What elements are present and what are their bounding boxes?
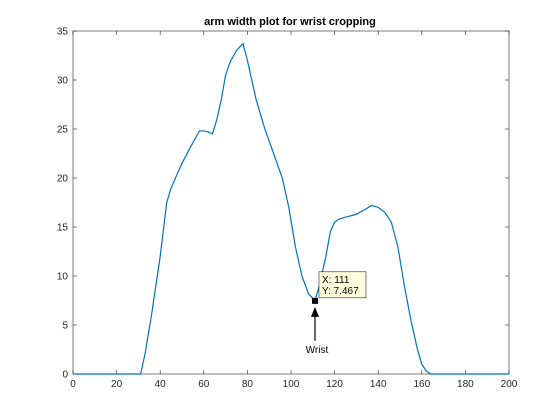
x-tick-label: 40 xyxy=(155,379,167,390)
datatip-x: X: 111 xyxy=(322,275,350,286)
x-tick-label: 60 xyxy=(198,379,210,390)
chart-title: arm width plot for wrist cropping xyxy=(204,16,376,28)
x-tick-label: 140 xyxy=(370,379,387,390)
series-line xyxy=(73,42,509,375)
annotation-arrow-head xyxy=(310,306,319,317)
datatip-marker[interactable] xyxy=(311,297,318,304)
x-tick-label: 120 xyxy=(326,379,343,390)
x-axis: 0 20 40 60 80 100 120 140 160 180 200 xyxy=(70,31,518,390)
axes-box xyxy=(72,30,510,375)
y-tick-label: 20 xyxy=(57,174,69,185)
x-tick-label: 0 xyxy=(70,379,76,390)
y-tick-label: 35 xyxy=(57,27,69,38)
y-tick-label: 15 xyxy=(57,223,69,234)
y-tick-label: 25 xyxy=(57,125,69,136)
y-axis: 0 5 10 15 20 25 30 35 xyxy=(57,27,509,381)
y-tick-label: 10 xyxy=(57,272,69,283)
wrist-annotation: Wrist xyxy=(306,306,329,356)
x-tick-label: 200 xyxy=(501,379,518,390)
x-tick-label: 100 xyxy=(283,379,300,390)
datatip-y: Y: 7.467 xyxy=(322,286,359,297)
x-tick-label: 180 xyxy=(457,379,474,390)
datatip-box xyxy=(318,271,367,299)
x-tick-label: 160 xyxy=(413,379,430,390)
y-tick-label: 30 xyxy=(57,76,69,87)
y-tick-label: 0 xyxy=(62,370,68,381)
x-tick-label: 80 xyxy=(242,379,254,390)
datatip[interactable]: X: 111 Y: 7.467 xyxy=(318,271,367,299)
x-tick-label: 20 xyxy=(111,379,123,390)
annotation-label: Wrist xyxy=(306,345,329,356)
y-tick-label: 5 xyxy=(62,321,68,332)
